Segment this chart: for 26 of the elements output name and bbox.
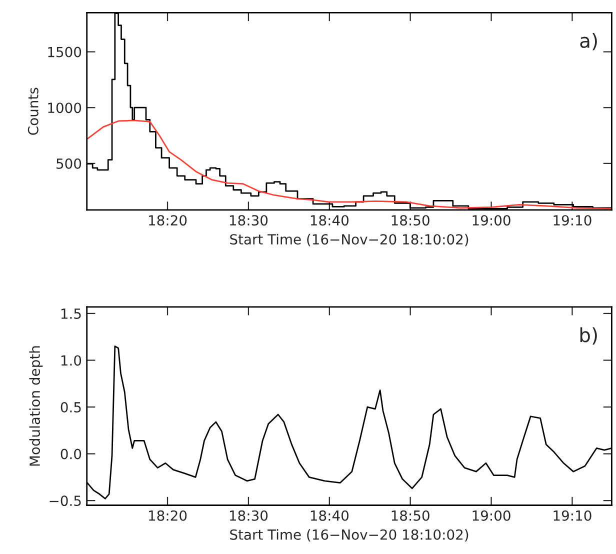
x-tick-label: 18:50 [392, 510, 430, 521]
x-tick-label: 19:10 [554, 215, 592, 226]
x-tick-label: 18:50 [392, 215, 430, 226]
y-tick-label: 500 [56, 158, 82, 169]
y-tick-label: 1.5 [61, 308, 81, 319]
annotation: a) [580, 32, 597, 50]
y-tick-label: 1500 [48, 46, 82, 58]
annotation: b) [580, 327, 597, 345]
x-tick-label: 18:30 [230, 215, 268, 226]
x-axis-title: Start Time (16−Nov−20 18:10:02) [230, 529, 468, 542]
y-axis-title: Counts [28, 88, 38, 135]
x-tick-label: 19:00 [472, 510, 510, 521]
y-tick-label: 1000 [48, 102, 82, 114]
y-tick-label: −0.5 [50, 496, 81, 506]
y-tick-label: 1.0 [61, 355, 82, 366]
y-tick-label: 0.5 [60, 402, 81, 412]
x-axis-title: Start Time (16−Nov−20 18:10:02) [230, 234, 468, 246]
y-tick-label: 0.0 [60, 448, 82, 460]
x-tick-label: 19:10 [554, 510, 592, 521]
x-tick-label: 18:40 [310, 510, 348, 521]
x-tick-label: 18:30 [230, 510, 268, 521]
x-tick-label: 18:40 [310, 215, 348, 226]
x-tick-label: 18:20 [149, 215, 187, 226]
x-tick-label: 18:20 [149, 510, 187, 521]
y-axis-title: Modulation depth [29, 346, 43, 466]
x-tick-label: 19:00 [472, 215, 510, 226]
